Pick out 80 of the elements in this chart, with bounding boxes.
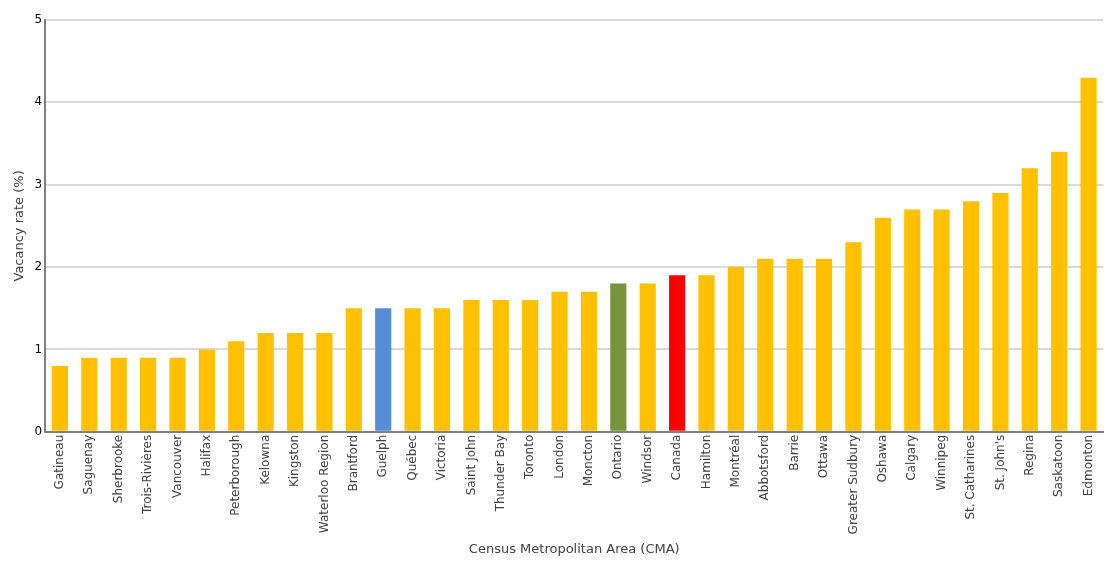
bar [727,267,744,431]
bar [81,357,98,431]
x-tick-label: Brantford [345,434,360,492]
x-tick-label: Vancouver [169,434,184,498]
x-tick-label: Kingston [287,434,302,488]
bar [463,300,480,431]
x-tick-label: St. John's [992,434,1007,491]
y-axis-title: Vacancy rate (%) [11,170,27,282]
bar [198,349,215,431]
bar [992,192,1009,431]
x-tick-label: Québec [404,434,419,481]
bar [522,300,539,431]
x-tick-label: Sherbrooke [110,434,125,504]
bar [904,209,921,431]
x-tick-label: Trois-Rivières [140,434,155,516]
x-tick-label: Barrie [786,434,801,471]
bar [1080,77,1097,431]
y-tick-label: 4 [34,94,43,109]
x-tick-label: Greater Sudbury [845,434,860,535]
y-tick-label: 0 [34,423,43,438]
x-tick-label: Canada [669,434,684,481]
bar [815,258,833,431]
y-tick-label: 1 [34,341,43,356]
bar [404,308,421,431]
bar [140,357,157,431]
y-tick-label: 2 [34,259,43,274]
bar [51,365,69,431]
bar [786,258,803,431]
x-tick-label: Toronto [522,434,537,481]
x-tick-label: Ottawa [816,434,831,479]
x-tick-label: Moncton [581,434,596,487]
x-tick-label: Regina [1021,434,1036,476]
bar [1021,168,1038,431]
x-tick-label: Ontario [610,434,625,480]
bar [845,242,862,431]
bar [933,209,950,431]
bar [345,308,362,431]
bar [316,332,333,431]
bar [698,275,715,431]
bar [874,217,891,431]
bar [757,258,774,431]
bar [492,300,509,431]
bar [257,332,274,431]
x-tick-label: Calgary [904,434,919,481]
x-tick-label: Winnipeg [933,434,948,491]
x-tick-label: Thunder Bay [492,434,507,513]
x-axis-title: Census Metropolitan Area (CMA) [468,540,680,556]
x-tick-label: Saskatoon [1051,434,1066,498]
x-tick-label: Edmonton [1080,434,1095,497]
x-tick-label: Montréal [728,434,743,488]
x-tick-label: London [551,434,566,479]
bar [375,308,392,431]
x-tick-label: St. Catharines [963,434,978,520]
bar [433,308,451,431]
bar [286,332,304,431]
x-tick-label: Guelph [375,434,390,478]
y-tick-label: 5 [34,12,43,27]
bar [669,275,686,431]
bar [110,357,127,431]
x-tick-label: Kelowna [257,434,272,485]
x-tick-label: Windsor [639,434,654,484]
bar [228,341,245,431]
x-tick-label: Hamilton [698,434,713,490]
x-tick-label: Saguenay [81,434,96,495]
bar [1051,151,1068,431]
y-tick-label: 3 [34,176,43,191]
bar [169,357,186,431]
bar [580,291,598,431]
bar [962,201,980,431]
x-tick-label: Victoria [434,434,449,481]
x-tick-label: Halifax [199,434,213,477]
x-tick-label: Waterloo Region [316,434,331,534]
x-tick-label: Abbotsford [757,434,772,501]
bar [639,283,656,431]
bar [551,291,568,431]
x-tick-label: Peterborough [228,434,243,516]
bar [610,283,627,431]
x-tick-label: Gatineau [52,434,67,490]
x-tick-label: Oshawa [874,434,889,483]
x-tick-label: Saint John [463,434,478,496]
